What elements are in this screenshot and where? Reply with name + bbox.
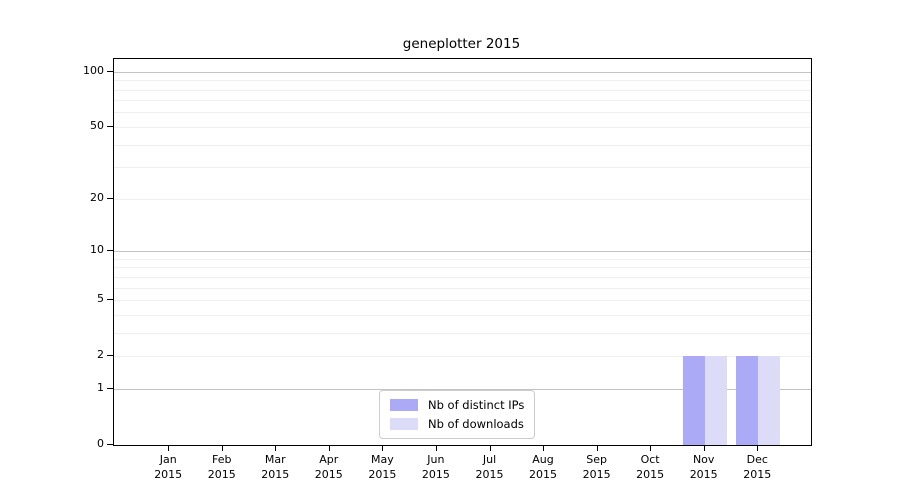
y-tick-mark [107,250,113,251]
gridline [114,71,811,73]
y-tick-mark [107,299,113,300]
x-tick-label: Nov 2015 [689,453,718,481]
x-tick-mark [703,446,705,451]
y-tick-mark [107,444,113,445]
legend-item: Nb of distinct IPs [390,398,524,412]
legend-swatch-downloads [390,418,418,430]
x-tick-mark [221,446,223,451]
y-tick-mark [107,197,113,199]
bar [682,356,705,445]
x-tick-mark [489,446,491,451]
legend-label: Nb of downloads [428,417,524,431]
y-tick-label: 1 [97,380,104,394]
gridline [114,198,811,200]
y-tick-label: 100 [83,63,104,77]
gridline [114,144,811,146]
gridline [114,388,811,390]
gridline [114,356,811,358]
legend: Nb of distinct IPs Nb of downloads [379,390,536,439]
gridline [114,276,811,278]
x-tick-label: Aug 2015 [529,453,557,481]
plot-area: Nb of distinct IPs Nb of downloads [113,58,812,446]
gridline [114,251,811,252]
legend-item: Nb of downloads [390,417,524,431]
y-tick-label: 0 [97,437,104,450]
gridline [114,167,811,169]
x-tick-label: Oct 2015 [636,453,665,481]
gridline [114,112,811,114]
gridline [114,314,811,316]
gridline [114,332,811,334]
x-tick-label: Dec 2015 [743,453,772,481]
x-tick-label: Mar 2015 [261,453,290,481]
x-tick-label: Jul 2015 [475,453,504,481]
gridline [114,126,811,128]
x-tick-mark [382,446,384,451]
x-tick-label: Sep 2015 [582,453,611,481]
x-tick-mark [435,446,437,451]
y-tick-label: 5 [97,292,104,305]
y-tick-mark [107,355,113,357]
y-tick-mark [107,125,113,127]
bar [758,356,781,445]
gridline [114,80,811,82]
x-tick-mark [596,446,598,451]
x-tick-label: Jun 2015 [421,453,450,481]
bar [704,356,727,445]
x-tick-mark [275,446,277,451]
x-tick-mark [757,446,759,451]
x-tick-mark [543,446,544,451]
y-tick-mark [107,387,113,389]
x-tick-mark [168,446,170,451]
gridline [114,89,811,91]
gridline [114,258,811,260]
gridline [114,100,811,102]
legend-swatch-distinct-ips [390,399,418,411]
y-tick-label: 20 [90,190,104,204]
y-tick-label: 10 [90,243,104,256]
y-tick-mark [107,70,113,72]
gridline [114,267,811,269]
x-tick-mark [650,446,652,451]
gridline [114,300,811,301]
y-tick-label: 50 [90,118,104,132]
x-tick-label: Feb 2015 [207,453,236,481]
chart-title: geneplotter 2015 [402,36,521,52]
x-tick-label: May 2015 [368,453,397,481]
x-tick-mark [328,446,330,451]
bar [736,356,759,445]
y-tick-label: 2 [97,348,104,362]
legend-label: Nb of distinct IPs [428,398,525,412]
x-tick-label: Jan 2015 [154,453,183,481]
x-tick-label: Apr 2015 [314,453,343,481]
gridline [114,287,811,289]
